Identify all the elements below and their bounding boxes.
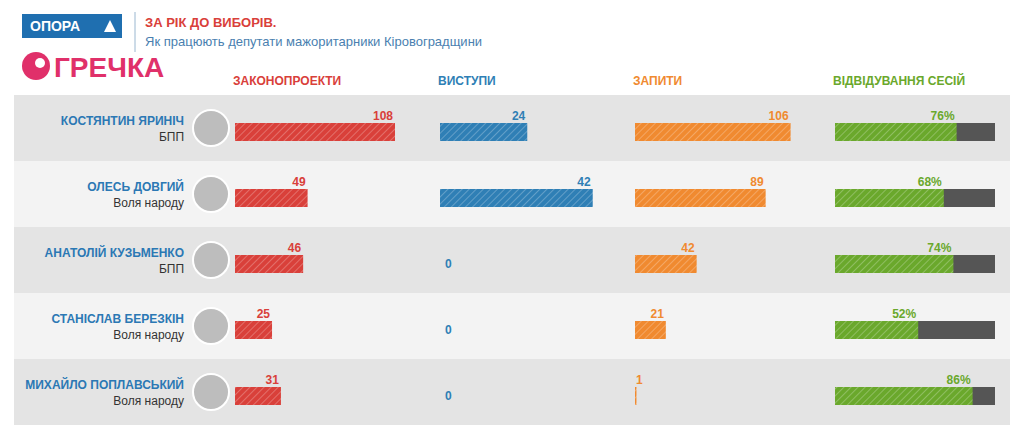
watermark-icon [22,52,50,80]
watermark-text: ГРЕЧКА [54,52,164,83]
data-label: 68% [918,175,942,189]
row-band [14,161,1010,227]
bars [835,123,995,405]
bar [235,255,303,273]
row-band [14,95,1010,161]
bar [635,189,766,207]
logo: ОПОРА [22,14,122,38]
data-label: 86% [947,373,971,387]
bar [235,387,281,405]
chart: ОПОРА ЗА РІК ДО ВИБОРІВ. Як працюють депут… [0,0,1024,436]
data-label: 49 [292,175,306,189]
party: Воля народу [113,394,184,408]
row-band [14,359,1010,425]
photo [193,308,229,344]
row-band [14,293,1010,359]
column-title: ВІДВІДУВАННЯ СЕСІЙ [833,73,965,88]
deputy-name: СТАНІСЛАВ БЕРЕЗКІН [51,312,184,326]
bar [635,387,636,405]
column-title: ЗАКОНОПРОЕКТИ [233,74,341,88]
bar [440,387,441,405]
bar [835,387,973,405]
bar [440,189,593,207]
row-bands [14,95,1010,425]
bar-track [835,255,995,273]
bar [235,123,395,141]
subtitle: Як працюють депутати мажоритарники Кіров… [145,34,482,49]
photo [193,374,229,410]
bar [835,123,957,141]
data-label: 74% [927,241,951,255]
row-labels: КОСТЯНТИН ЯРИНІЧ БПП ОЛЕСЬ ДОВГИЙ Воля наро… [25,110,229,410]
bars [235,123,395,405]
data-label: 24 [512,109,526,123]
row-band [14,227,1010,293]
deputy-name: КОСТЯНТИН ЯРИНІЧ [61,114,184,128]
bar [235,189,308,207]
party: Воля народу [113,196,184,210]
bars [635,123,791,405]
bar-track [835,189,995,207]
watermark-icon-eye [35,58,45,68]
data-label: 46 [288,241,302,255]
bar [835,255,953,273]
data-label: 31 [266,373,280,387]
logo-text: ОПОРА [30,18,80,34]
party: БПП [159,130,184,144]
bar [835,189,944,207]
photo [193,176,229,212]
bar [440,255,441,273]
bar [835,321,918,339]
data-labels: 24 42 0 0 0 [445,109,591,403]
bars [440,123,593,207]
deputy-name: МИХАЙЛО ПОПЛАВСЬКИЙ [25,377,184,392]
data-label: 89 [750,175,764,189]
data-label: 76% [931,109,955,123]
data-labels: 106 89 42 21 1 [636,109,789,387]
title: ЗА РІК ДО ВИБОРІВ. [145,15,276,30]
bar [635,123,791,141]
bar-track [835,321,995,339]
data-label: 0 [445,323,452,337]
logo-box [22,14,122,38]
data-label: 1 [636,373,643,387]
deputy-name: АНАТОЛІЙ КУЗЬМЕНКО [45,245,184,260]
bar [440,321,441,339]
bar [235,321,272,339]
data-label: 0 [445,257,452,271]
bar-track [835,123,995,141]
divider [135,12,136,52]
deputy-name: ОЛЕСЬ ДОВГИЙ [87,179,184,194]
column-title: ЗАПИТИ [633,74,682,88]
data-label: 108 [373,109,393,123]
data-label: 106 [769,109,789,123]
data-label: 0 [445,389,452,403]
photo [193,110,229,146]
data-label: 42 [577,175,591,189]
data-labels: 76% 68% 74% 52% 86% [892,109,971,387]
bar [440,123,527,141]
data-label: 52% [892,307,916,321]
data-label: 25 [257,307,271,321]
column-title: ВИСТУПИ [438,74,496,88]
bar [635,255,697,273]
data-labels: 108 49 46 25 31 [257,109,394,387]
bar-track [835,387,995,405]
logo-icon [104,20,116,32]
party: Воля народу [113,328,184,342]
watermark: ГРЕЧКА [22,52,164,83]
photo [193,242,229,278]
party: БПП [159,262,184,276]
bar [635,321,666,339]
data-label: 42 [681,241,695,255]
data-label: 21 [650,307,664,321]
